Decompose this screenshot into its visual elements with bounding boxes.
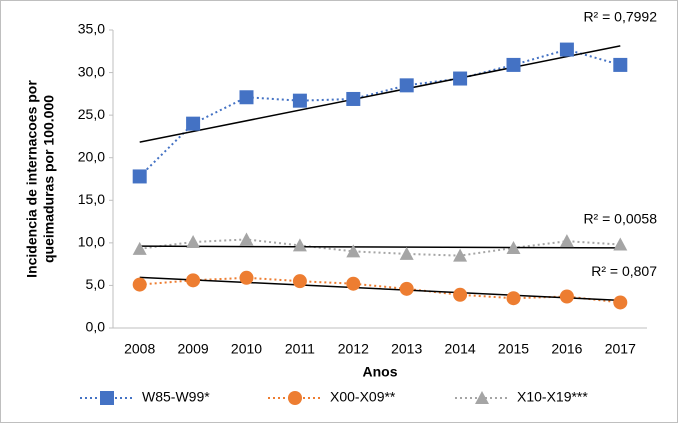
- y-tick-label: 20,0: [78, 148, 105, 164]
- data-point: [239, 270, 254, 285]
- legend-marker: [100, 391, 114, 405]
- trend-r2-label: R² = 0,0058: [583, 211, 657, 227]
- data-point: [186, 116, 201, 131]
- data-point: [453, 287, 468, 302]
- legend-label: W85-W99*: [142, 389, 210, 405]
- data-point: [346, 276, 361, 291]
- x-tick-label: 2011: [285, 341, 315, 357]
- data-point: [186, 273, 201, 288]
- x-axis-label: Anos: [363, 364, 398, 380]
- y-axis-label: queimaduras por 100.000: [41, 95, 57, 263]
- data-point: [399, 246, 414, 260]
- x-tick-label: 2013: [391, 341, 422, 357]
- data-point: [239, 232, 254, 246]
- legend-label: X10-X19***: [517, 389, 588, 405]
- legend-label: X00-X09**: [330, 389, 396, 405]
- data-point: [346, 244, 361, 258]
- x-tick-label: 2012: [338, 341, 369, 357]
- x-tick-label: 2015: [498, 341, 529, 357]
- data-point: [506, 240, 521, 254]
- x-tick-label: 2017: [605, 341, 636, 357]
- legend-marker: [475, 391, 489, 404]
- data-point: [239, 90, 254, 105]
- series-line: [139, 238, 621, 257]
- data-point: [559, 289, 574, 304]
- x-tick-label: 2010: [231, 341, 262, 357]
- y-tick-label: 35,0: [78, 21, 105, 37]
- trend-r2-label: R² = 0,7992: [583, 9, 657, 25]
- data-point: [292, 274, 307, 289]
- data-point: [559, 42, 574, 57]
- data-point: [613, 57, 628, 72]
- x-tick-label: 2008: [124, 341, 155, 357]
- data-point: [186, 235, 201, 249]
- data-point: [132, 169, 147, 184]
- series-line: [139, 276, 621, 304]
- data-point: [613, 237, 628, 251]
- data-point: [453, 248, 468, 262]
- y-tick-label: 30,0: [78, 63, 105, 79]
- y-tick-label: 10,0: [78, 234, 105, 250]
- y-tick-label: 5,0: [86, 276, 106, 292]
- trend-line: [139, 276, 621, 302]
- x-tick-label: 2009: [178, 341, 209, 357]
- trend-r2-label: R² = 0,807: [591, 263, 657, 279]
- data-point: [453, 71, 468, 86]
- trend-line: [139, 45, 621, 143]
- x-tick-label: 2016: [551, 341, 582, 357]
- y-axis-label: Incidencia de internacoes por: [24, 80, 40, 278]
- data-point: [399, 78, 414, 93]
- data-point: [506, 57, 521, 72]
- data-point: [292, 238, 307, 252]
- x-tick-label: 2014: [445, 341, 476, 357]
- y-tick-label: 0,0: [86, 319, 106, 335]
- data-point: [132, 277, 147, 292]
- data-point: [559, 234, 574, 248]
- trend-line: [139, 245, 621, 249]
- data-point: [346, 91, 361, 106]
- data-point: [132, 241, 147, 255]
- data-point: [399, 281, 414, 296]
- legend-marker: [288, 391, 302, 405]
- data-point: [506, 291, 521, 306]
- data-point: [613, 295, 628, 310]
- data-point: [292, 93, 307, 108]
- y-tick-label: 15,0: [78, 191, 105, 207]
- y-tick-label: 25,0: [78, 106, 105, 122]
